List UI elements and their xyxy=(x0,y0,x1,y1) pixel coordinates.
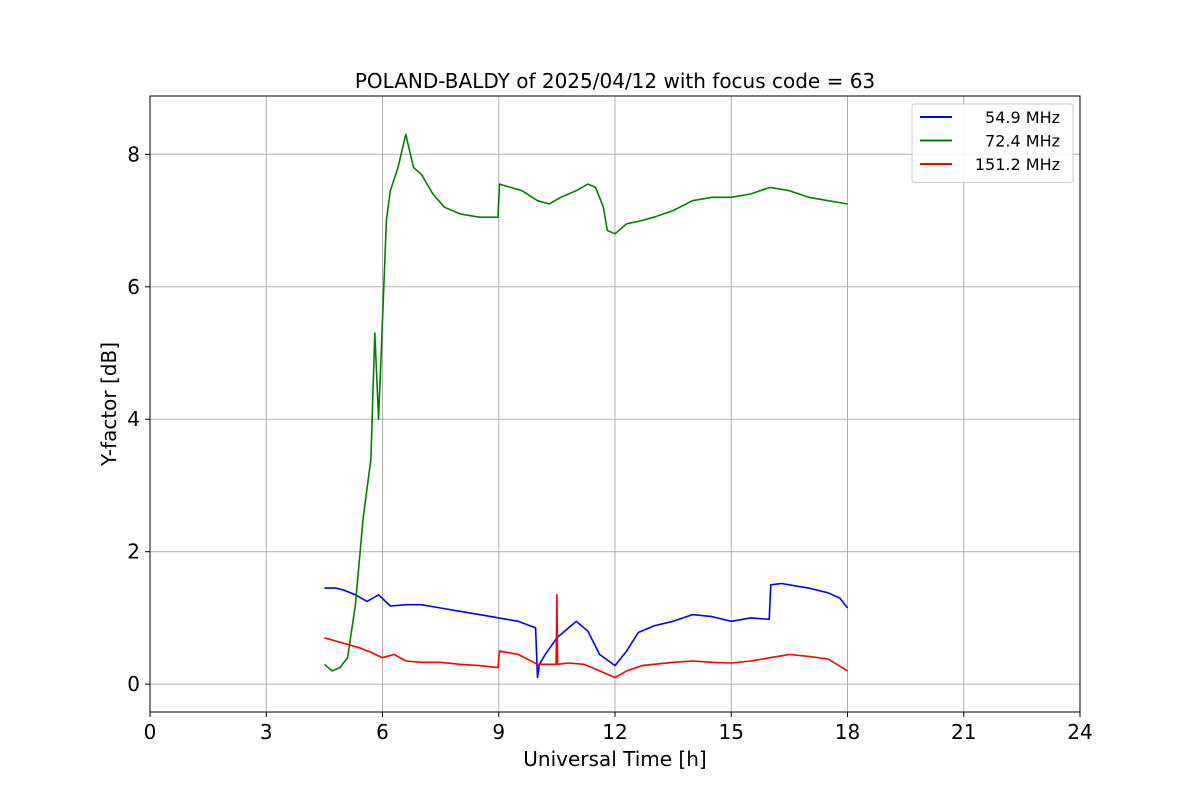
y-axis-label: Y-factor [dB] xyxy=(97,342,121,467)
y-tick-label: 8 xyxy=(127,142,140,166)
legend-label: 151.2 MHz xyxy=(975,155,1060,174)
series-line-1 xyxy=(324,582,849,679)
x-tick-label: 6 xyxy=(376,720,389,744)
x-tick-label: 15 xyxy=(719,720,744,744)
x-tick-label: 24 xyxy=(1067,720,1092,744)
y-tick-label: 6 xyxy=(127,275,140,299)
grid xyxy=(149,96,1081,712)
legend-box xyxy=(911,103,1074,183)
x-tick-label: 0 xyxy=(144,720,157,744)
x-tick-label: 9 xyxy=(492,720,505,744)
x-tick-label: 3 xyxy=(260,720,273,744)
y-tick-label: 4 xyxy=(127,407,140,431)
legend-label: 54.9 MHz xyxy=(985,108,1060,127)
series-line-3 xyxy=(324,593,848,679)
x-tick-label: 18 xyxy=(835,720,860,744)
legend: 54.9 MHz 72.4 MHz 151.2 MHz xyxy=(911,103,1074,183)
series-layer xyxy=(323,133,849,679)
series-line-2 xyxy=(323,133,848,672)
x-axis-label: Universal Time [h] xyxy=(523,747,706,771)
x-tick-label: 21 xyxy=(951,720,976,744)
legend-label: 72.4 MHz xyxy=(985,132,1060,151)
chart-title: POLAND-BALDY of 2025/04/12 with focus co… xyxy=(355,69,875,93)
y-tick-label: 0 xyxy=(127,672,140,696)
x-tick-label: 12 xyxy=(602,720,627,744)
y-tick-label: 2 xyxy=(127,540,140,564)
